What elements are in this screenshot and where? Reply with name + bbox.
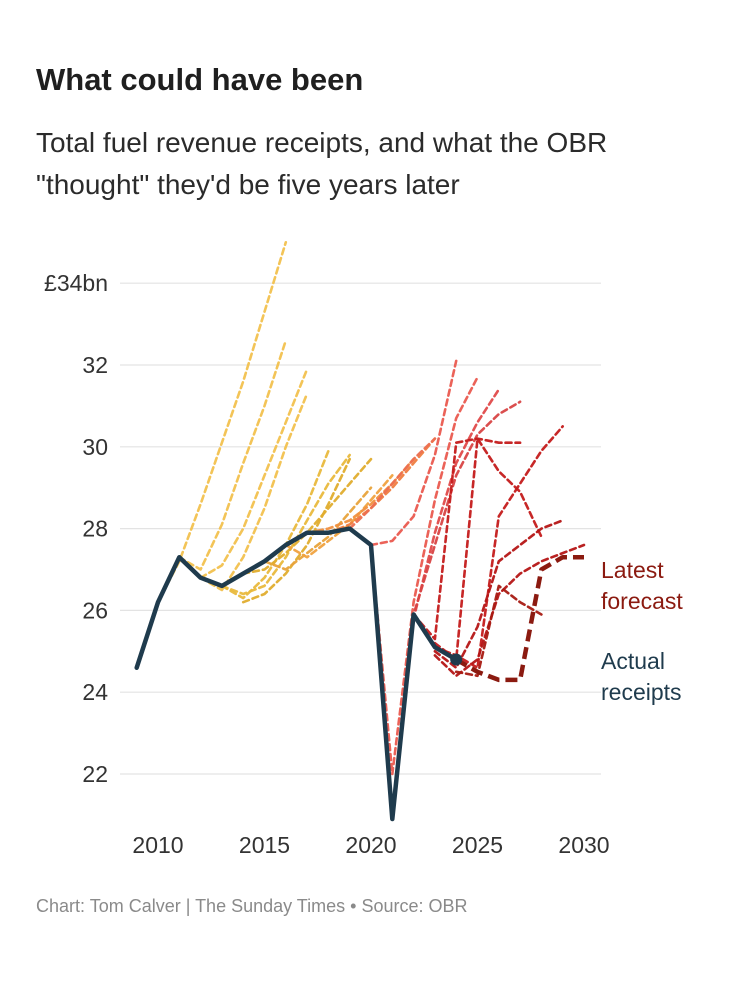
latest-forecast-label-line-2: forecast [601,588,683,614]
forecast-line-12 [327,437,437,535]
chart-title: What could have been [36,62,364,97]
forecast-line-21 [433,519,565,670]
x-tick-label: 2025 [452,832,503,858]
forecast-line-2 [178,339,288,571]
actual-receipts-line [134,526,459,822]
actual-receipts-label-line-2: receipts [601,679,682,705]
chart-footer: Chart: Tom Calver | The Sunday Times • S… [36,896,468,917]
annotations: Latest forecast Actual receipts [601,557,683,705]
y-tick-label: £34bn [44,270,108,296]
x-tick-label: 2010 [132,832,183,858]
forecast-series-group [156,241,586,821]
forecast-line-9 [263,486,373,571]
forecast-line-13 [348,437,437,530]
latest-forecast-label-line-1: Latest [601,557,664,583]
y-tick-label: 28 [82,516,108,542]
forecast-line-8 [241,457,373,575]
chart-subtitle-line-1: Total fuel revenue receipts, and what th… [36,127,608,158]
y-tick-label: 26 [82,597,108,623]
footer-credit: Chart: Tom Calver | The Sunday Times [36,896,346,916]
forecast-line-4 [199,392,309,592]
footer-source: Source: OBR [361,896,468,916]
chart-subtitle: Total fuel revenue receipts, and what th… [36,122,696,206]
gridlines [120,282,601,775]
latest-forecast-line [455,554,584,683]
forecast-line-16 [390,388,501,821]
x-tick-label: 2015 [239,832,290,858]
actual-receipts-label-line-1: Actual [601,648,665,674]
forecast-line-7 [241,457,352,604]
latest-forecast-group [455,554,584,683]
actual-receipts-group [134,526,463,822]
forecast-line-23 [454,584,543,678]
footer-separator: • [350,896,357,916]
y-axis-ticks: 22 24 26 28 30 32 £34bn [44,270,108,787]
x-axis-ticks: 2010 2015 2020 2025 2030 [132,832,609,858]
actual-latest-point [450,653,463,666]
forecast-line-3 [199,367,309,580]
forecast-line-18 [412,437,522,641]
y-tick-label: 30 [82,434,108,460]
forecast-line-1 [156,241,288,604]
y-tick-label: 22 [82,761,108,787]
y-tick-label: 32 [82,352,108,378]
chart-subtitle-line-2: "thought" they'd be five years later [36,169,460,200]
x-tick-label: 2020 [345,832,396,858]
forecast-line-6 [220,453,352,596]
forecast-line-14 [369,359,458,547]
x-tick-label: 2030 [558,832,609,858]
y-tick-label: 24 [82,679,108,705]
forecast-line-15 [369,375,479,776]
forecast-line-11 [305,457,415,535]
